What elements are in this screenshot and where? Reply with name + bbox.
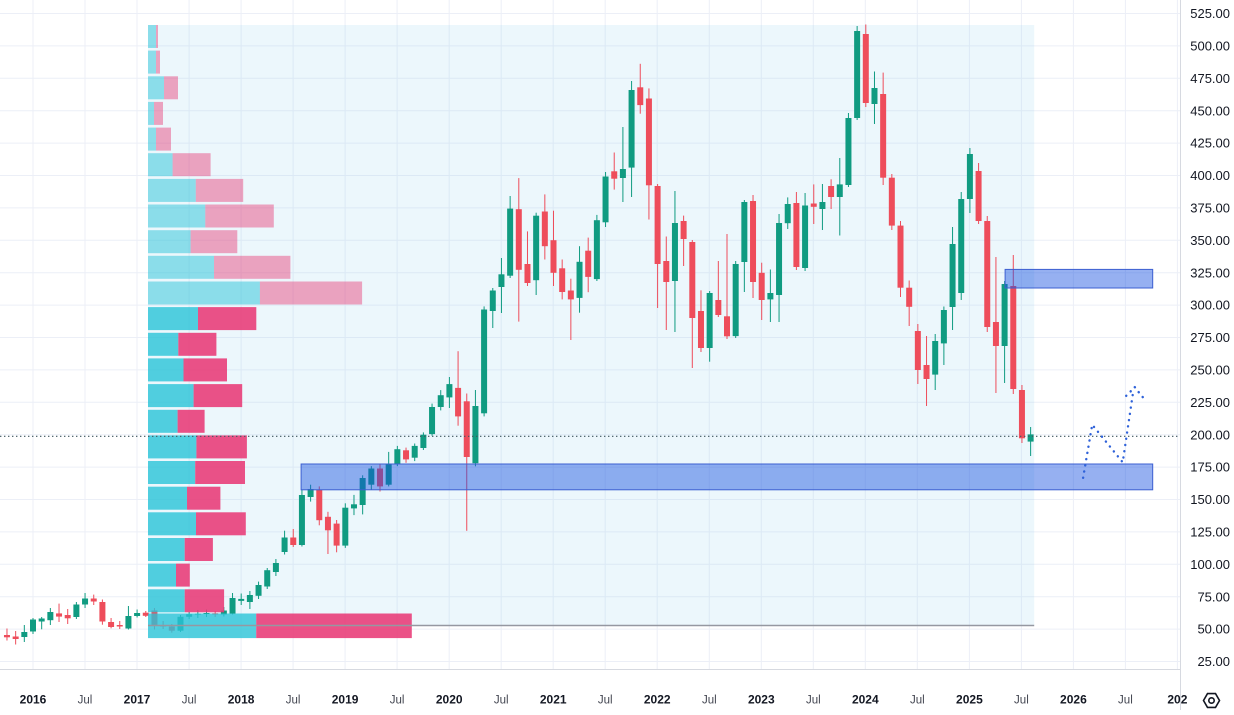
svg-text:450.00: 450.00 [1190,103,1230,118]
svg-text:Jul: Jul [806,695,821,707]
svg-text:300.00: 300.00 [1190,298,1230,313]
svg-text:2022: 2022 [644,693,671,707]
svg-text:175.00: 175.00 [1190,460,1230,475]
svg-text:325.00: 325.00 [1190,265,1230,280]
svg-text:Jul: Jul [598,695,613,707]
svg-text:Jul: Jul [702,695,717,707]
svg-text:Jul: Jul [286,695,301,707]
svg-text:Jul: Jul [910,695,925,707]
svg-text:2026: 2026 [1060,693,1087,707]
svg-text:75.00: 75.00 [1197,589,1230,604]
svg-text:275.00: 275.00 [1190,330,1230,345]
svg-text:425.00: 425.00 [1190,136,1230,151]
svg-text:2017: 2017 [124,693,151,707]
svg-text:Jul: Jul [390,695,405,707]
svg-text:Jul: Jul [1014,695,1029,707]
svg-text:2025: 2025 [956,693,983,707]
svg-text:Jul: Jul [1118,695,1133,707]
svg-text:202: 202 [1167,693,1187,707]
svg-text:225.00: 225.00 [1190,395,1230,410]
svg-text:350.00: 350.00 [1190,233,1230,248]
svg-text:100.00: 100.00 [1190,557,1230,572]
svg-text:Jul: Jul [78,695,93,707]
svg-text:Jul: Jul [182,695,197,707]
svg-text:Jul: Jul [494,695,509,707]
svg-text:500.00: 500.00 [1190,39,1230,54]
svg-text:525.00: 525.00 [1190,6,1230,21]
svg-text:2019: 2019 [332,693,359,707]
svg-text:2024: 2024 [852,693,879,707]
svg-text:375.00: 375.00 [1190,201,1230,216]
svg-text:25.00: 25.00 [1197,654,1230,669]
svg-text:475.00: 475.00 [1190,71,1230,86]
svg-text:50.00: 50.00 [1197,622,1230,637]
svg-text:2023: 2023 [748,693,775,707]
svg-text:250.00: 250.00 [1190,363,1230,378]
svg-text:2020: 2020 [436,693,463,707]
svg-text:150.00: 150.00 [1190,492,1230,507]
svg-text:400.00: 400.00 [1190,168,1230,183]
svg-text:2016: 2016 [20,693,47,707]
svg-text:125.00: 125.00 [1190,525,1230,540]
svg-text:200.00: 200.00 [1190,427,1230,442]
svg-text:2021: 2021 [540,693,567,707]
svg-text:2018: 2018 [228,693,255,707]
